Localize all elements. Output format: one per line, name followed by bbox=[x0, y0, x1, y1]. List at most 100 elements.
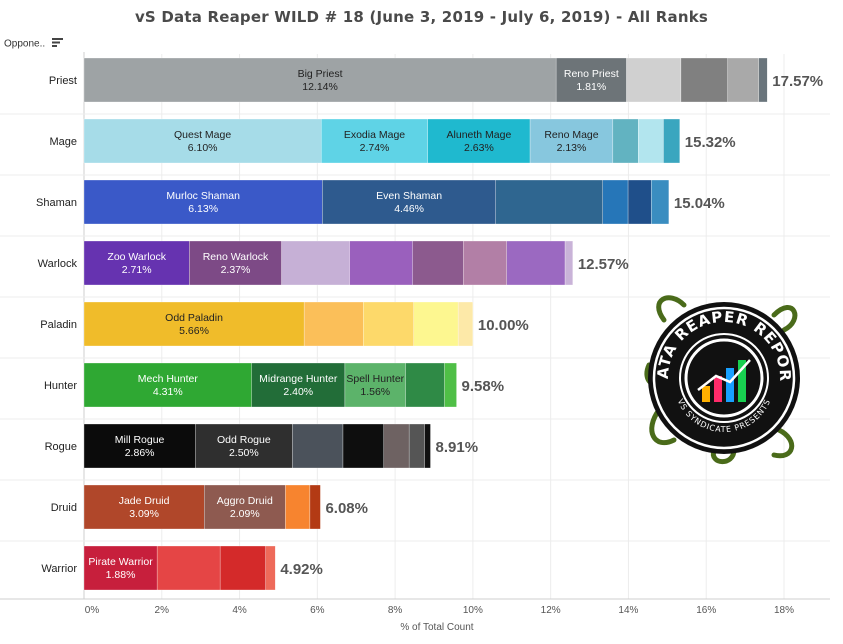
total-label: 17.57% bbox=[772, 73, 823, 90]
segment-name-label: Reno Mage bbox=[544, 129, 598, 141]
segment-value-label: 1.56% bbox=[360, 386, 390, 398]
bar-segment[interactable] bbox=[349, 240, 413, 286]
bar-segment[interactable] bbox=[285, 484, 311, 530]
bar-segment[interactable] bbox=[265, 545, 276, 591]
bar-segment[interactable] bbox=[83, 423, 196, 469]
segment-name-label: Jade Druid bbox=[119, 495, 170, 507]
x-tick-label: 6% bbox=[310, 605, 325, 616]
bar-segment[interactable] bbox=[309, 484, 321, 530]
x-tick-label: 8% bbox=[388, 605, 403, 616]
bar-segment[interactable] bbox=[322, 179, 496, 225]
bar-segment[interactable] bbox=[626, 57, 682, 103]
segment-value-label: 2.86% bbox=[125, 447, 155, 459]
bar-segment[interactable] bbox=[529, 118, 614, 164]
bar-segment[interactable] bbox=[444, 362, 457, 408]
bar-segment[interactable] bbox=[663, 118, 680, 164]
category-label: Druid bbox=[51, 502, 77, 514]
segment-name-label: Pirate Warrior bbox=[88, 556, 153, 568]
bar-segment[interactable] bbox=[83, 301, 305, 347]
segment-name-label: Even Shaman bbox=[376, 190, 442, 202]
bar-segment[interactable] bbox=[83, 484, 205, 530]
x-tick-label: 4% bbox=[232, 605, 247, 616]
bar-segment[interactable] bbox=[204, 484, 286, 530]
bar-segment[interactable] bbox=[83, 362, 252, 408]
segment-value-label: 6.13% bbox=[188, 203, 218, 215]
bar-segment[interactable] bbox=[83, 240, 190, 286]
bar-segment[interactable] bbox=[383, 423, 410, 469]
category-label: Warrior bbox=[41, 563, 77, 575]
bar-segment[interactable] bbox=[363, 301, 414, 347]
segment-value-label: 1.88% bbox=[106, 569, 136, 581]
x-tick-label: 10% bbox=[463, 605, 483, 616]
segment-value-label: 3.09% bbox=[129, 508, 159, 520]
segment-value-label: 2.37% bbox=[221, 264, 251, 276]
segment-value-label: 2.50% bbox=[229, 447, 259, 459]
bar-segment[interactable] bbox=[413, 301, 459, 347]
bar-segment[interactable] bbox=[427, 118, 531, 164]
segment-name-label: Midrange Hunter bbox=[259, 373, 338, 385]
bar-segment[interactable] bbox=[292, 423, 344, 469]
segment-name-label: Big Priest bbox=[298, 68, 343, 80]
segment-name-label: Reno Warlock bbox=[203, 251, 269, 263]
x-tick-label: 16% bbox=[696, 605, 716, 616]
bar-segment[interactable] bbox=[195, 423, 293, 469]
segment-name-label: Mill Rogue bbox=[115, 434, 165, 446]
bar-segment[interactable] bbox=[251, 362, 346, 408]
bar-segment[interactable] bbox=[564, 240, 573, 286]
segment-value-label: 4.46% bbox=[394, 203, 424, 215]
segment-name-label: Exodia Mage bbox=[344, 129, 405, 141]
bar-segment[interactable] bbox=[83, 118, 322, 164]
sort-icon[interactable] bbox=[51, 38, 63, 50]
bar-segment[interactable] bbox=[680, 57, 728, 103]
bar-segment[interactable] bbox=[457, 301, 474, 347]
bar-segment[interactable] bbox=[506, 240, 566, 286]
column-header[interactable]: Oppone.. bbox=[4, 38, 63, 50]
bar-segment[interactable] bbox=[344, 362, 406, 408]
segment-value-label: 2.40% bbox=[283, 386, 313, 398]
category-label: Priest bbox=[49, 75, 77, 87]
bar-segment[interactable] bbox=[602, 179, 629, 225]
x-axis-label: % of Total Count bbox=[400, 622, 473, 633]
total-label: 15.32% bbox=[685, 134, 736, 151]
bar-segment[interactable] bbox=[189, 240, 282, 286]
x-tick-label: 14% bbox=[618, 605, 638, 616]
bar-segment[interactable] bbox=[342, 423, 384, 469]
segment-value-label: 2.09% bbox=[230, 508, 260, 520]
bar-segment[interactable] bbox=[83, 57, 557, 103]
bar-segment[interactable] bbox=[219, 545, 266, 591]
bar-segment[interactable] bbox=[412, 240, 464, 286]
bar-segment[interactable] bbox=[758, 57, 768, 103]
category-label: Shaman bbox=[36, 197, 77, 209]
segment-value-label: 2.71% bbox=[122, 264, 152, 276]
bar-segment[interactable] bbox=[651, 179, 670, 225]
bar-segment[interactable] bbox=[83, 179, 323, 225]
bar-segment[interactable] bbox=[555, 57, 627, 103]
bar-segment[interactable] bbox=[303, 301, 364, 347]
bar-segment[interactable] bbox=[727, 57, 759, 103]
bar-segment[interactable] bbox=[495, 179, 603, 225]
segment-name-label: Odd Paladin bbox=[165, 312, 223, 324]
segment-value-label: 6.10% bbox=[188, 142, 218, 154]
segment-value-label: 2.74% bbox=[360, 142, 390, 154]
segment-value-label: 12.14% bbox=[302, 81, 338, 93]
bar-segment[interactable] bbox=[612, 118, 639, 164]
bar-segment[interactable] bbox=[156, 545, 221, 591]
bar-segment[interactable] bbox=[321, 118, 428, 164]
total-label: 9.58% bbox=[462, 378, 505, 395]
segment-name-label: Reno Priest bbox=[564, 68, 619, 80]
bar-segment[interactable] bbox=[463, 240, 507, 286]
total-label: 15.04% bbox=[674, 195, 725, 212]
bar-segment[interactable] bbox=[638, 118, 664, 164]
bar-segment[interactable] bbox=[405, 362, 445, 408]
chart-title: vS Data Reaper WILD # 18 (June 3, 2019 -… bbox=[134, 8, 709, 26]
bar-segment[interactable] bbox=[281, 240, 350, 286]
bar-segment[interactable] bbox=[424, 423, 431, 469]
segment-name-label: Aggro Druid bbox=[217, 495, 273, 507]
segment-name-label: Aluneth Mage bbox=[447, 129, 512, 141]
bar-segment[interactable] bbox=[627, 179, 652, 225]
x-tick-label: 12% bbox=[541, 605, 561, 616]
bar-segment[interactable] bbox=[408, 423, 425, 469]
category-label: Mage bbox=[49, 136, 77, 148]
bar-segment[interactable] bbox=[83, 545, 158, 591]
